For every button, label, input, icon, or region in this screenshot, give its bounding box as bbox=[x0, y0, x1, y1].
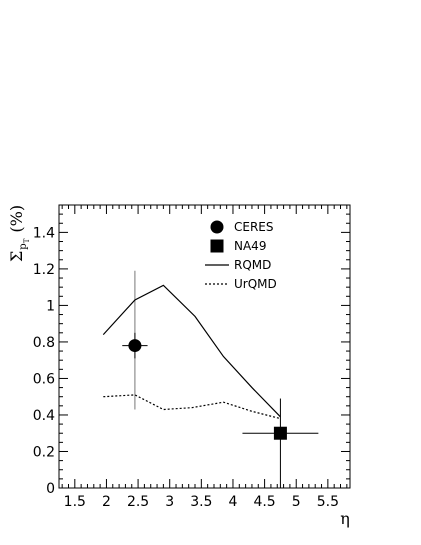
x-tick-label: 2.5 bbox=[127, 494, 149, 510]
y-tick-label: 0.4 bbox=[33, 408, 55, 424]
legend: CERES NA49 RQMD UrQMD bbox=[205, 220, 277, 291]
x-tick-label: 3.5 bbox=[190, 494, 212, 510]
y-tick-label: 1 bbox=[46, 298, 55, 314]
y-axis-label-subscript: p bbox=[18, 243, 29, 249]
y-tick-label: 0 bbox=[46, 481, 55, 497]
legend-ceres-swatch bbox=[210, 220, 224, 234]
na49-point bbox=[273, 426, 287, 440]
x-axis-label: η bbox=[340, 509, 350, 528]
y-tick-label: 0.2 bbox=[33, 444, 55, 460]
y-axis-label: ΣpT (%) bbox=[7, 205, 31, 262]
x-tick-label: 1.5 bbox=[64, 494, 86, 510]
legend-ceres-label: CERES bbox=[234, 220, 274, 234]
y-axis-label-symbol: Σ bbox=[7, 251, 26, 262]
legend-urqmd-label: UrQMD bbox=[234, 277, 277, 291]
ceres-point bbox=[128, 339, 142, 353]
legend-na49-swatch bbox=[210, 239, 224, 253]
x-tick-label: 3 bbox=[165, 494, 174, 510]
x-tick-label: 4.5 bbox=[253, 494, 275, 510]
y-tick-label: 1.2 bbox=[33, 262, 55, 278]
axis-ticks: 1.5 2 2.5 3 3.5 4 4.5 5 5.5 0 0.2 0.4 0.6 0.8 1 1.2 1.4 bbox=[33, 204, 350, 510]
legend-na49-label: NA49 bbox=[234, 239, 266, 253]
series-layer bbox=[102, 270, 319, 488]
x-tick-label: 5.5 bbox=[317, 494, 339, 510]
x-tick-label: 4 bbox=[229, 494, 238, 510]
urqmd-line bbox=[103, 394, 281, 420]
y-tick-label: 0.8 bbox=[33, 335, 55, 351]
y-tick-label: 0.6 bbox=[33, 371, 55, 387]
y-axis-label-unit: (%) bbox=[7, 205, 26, 233]
rqmd-line bbox=[102, 284, 281, 418]
plot-frame bbox=[58, 204, 351, 489]
x-tick-label: 2 bbox=[102, 494, 111, 510]
y-tick-label: 1.4 bbox=[33, 225, 55, 241]
legend-rqmd-label: RQMD bbox=[234, 258, 271, 272]
x-tick-label: 5 bbox=[292, 494, 301, 510]
svg-text:ΣpT(%): ΣpT (%) bbox=[7, 205, 31, 262]
y-axis-label-sub-subscript: T bbox=[23, 238, 31, 243]
